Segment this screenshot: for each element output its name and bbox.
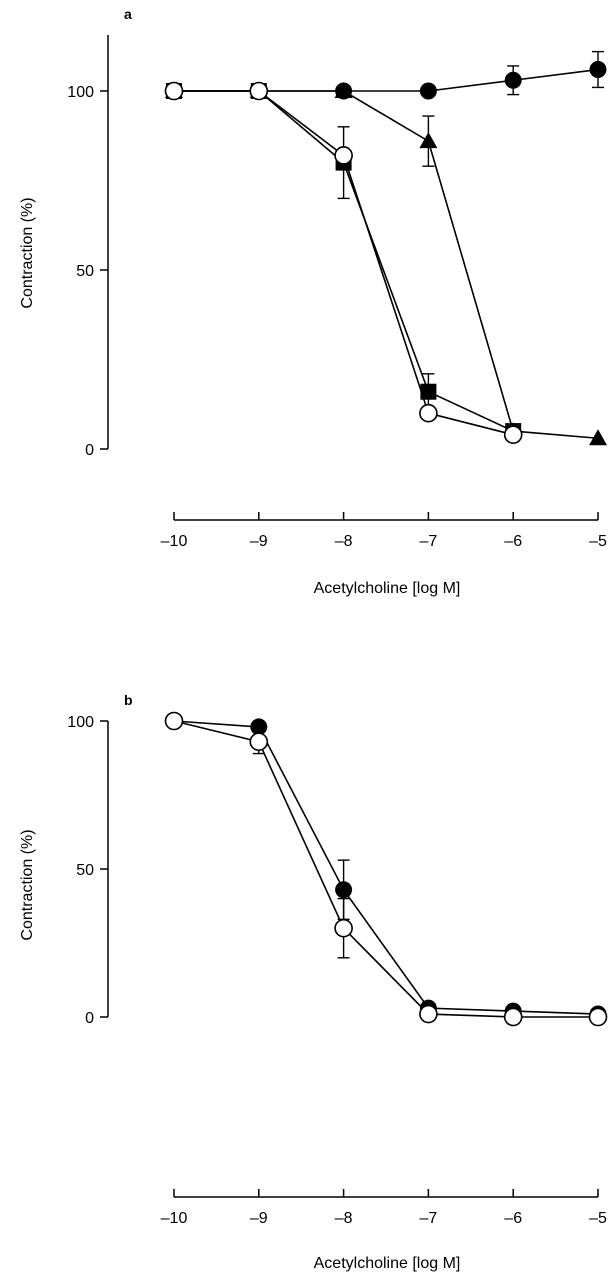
data-point-filled-circle [504, 71, 522, 89]
panel-label-a: a [124, 6, 132, 22]
data-point-filled-triangle [589, 429, 607, 446]
series-line-filled-triangle [174, 90, 599, 440]
data-point-open-circle [164, 711, 184, 731]
y-axis-title-b: Contraction (%) [19, 829, 36, 940]
y-tick-label-b: 50 [76, 862, 94, 879]
data-point-open-circle [334, 146, 353, 165]
data-point-open-circle [249, 732, 269, 752]
y-tick-label-b: 100 [67, 714, 94, 731]
x-tick-label-a: –7 [420, 533, 438, 550]
x-tick-label-b: –10 [161, 1210, 188, 1227]
y-tick-label-a: 50 [76, 263, 94, 280]
series-line-filled-circle [174, 68, 599, 92]
data-point-filled-circle [335, 881, 353, 899]
data-point-open-circle [334, 918, 353, 938]
x-tick-label-a: –8 [335, 533, 353, 550]
x-tick-label-a: –10 [161, 533, 188, 550]
data-point-open-circle [164, 81, 184, 101]
data-point-filled-circle [250, 718, 268, 736]
data-point-open-circle [503, 1007, 523, 1027]
x-axis-title-b: Acetylcholine [log M] [314, 1255, 461, 1272]
x-tick-label-b: –5 [589, 1210, 607, 1227]
chart-panel-b: b Contraction (%) Acetylcholine [log M] … [19, 692, 608, 1272]
x-tick-label-a: –5 [589, 533, 607, 550]
x-tick-label-a: –9 [250, 533, 268, 550]
data-point-filled-triangle [334, 82, 353, 98]
x-tick-label-b: –7 [420, 1210, 438, 1227]
x-tick-label-b: –8 [335, 1210, 353, 1227]
data-point-open-circle [588, 1007, 608, 1027]
data-point-open-circle [503, 425, 523, 444]
panel-label-b: b [124, 692, 133, 708]
data-point-filled-circle [589, 61, 607, 79]
data-point-filled-circle [419, 82, 437, 100]
x-tick-label-b: –9 [250, 1210, 268, 1227]
series-line-filled-circle [173, 720, 599, 1015]
x-tick-label-b: –6 [504, 1210, 522, 1227]
data-point-open-circle [419, 1004, 438, 1024]
chart-panel-a: a Contraction (%) Acetylcholine [log M] … [19, 6, 607, 597]
x-tick-label-a: –6 [504, 533, 522, 550]
y-tick-label-a: 100 [67, 84, 94, 101]
y-tick-label-a: 0 [85, 442, 94, 459]
data-point-open-circle [419, 403, 438, 423]
y-tick-label-b: 0 [85, 1010, 94, 1027]
y-axis-title-a: Contraction (%) [19, 197, 36, 308]
series-line-open-circle [173, 720, 598, 1018]
data-point-filled-triangle [419, 132, 438, 149]
data-point-filled-square [420, 383, 437, 400]
data-point-open-circle [249, 81, 269, 101]
x-axis-title-a: Acetylcholine [log M] [314, 580, 461, 597]
